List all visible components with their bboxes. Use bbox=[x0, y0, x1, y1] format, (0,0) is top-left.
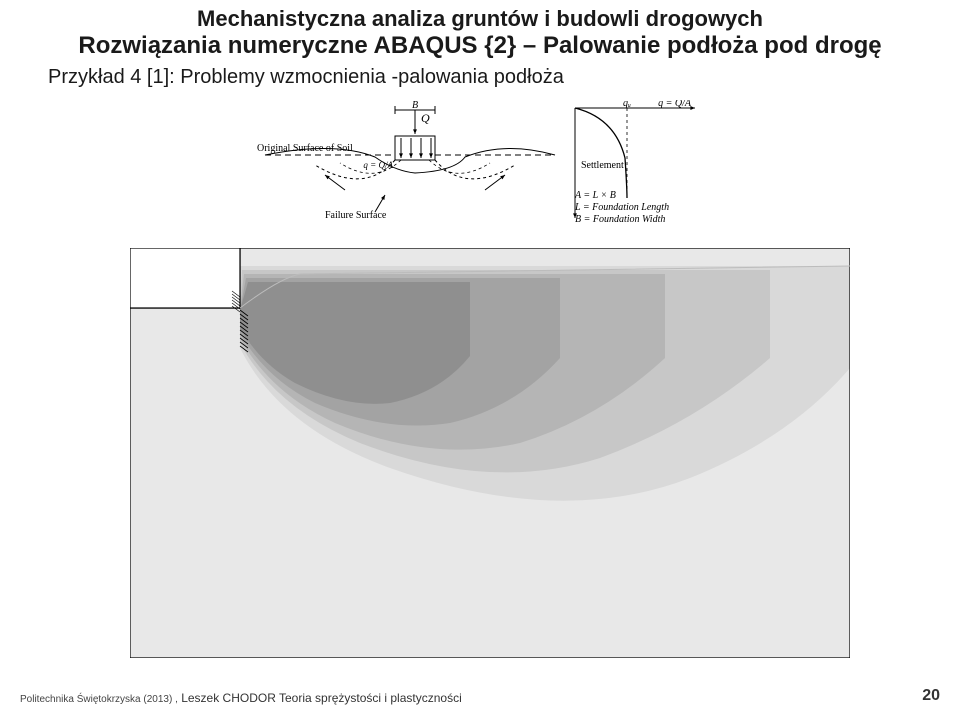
svg-text:A = L × B: A = L × B bbox=[574, 190, 616, 201]
footer-institution: Politechnika Świętokrzyska (2013) , bbox=[20, 694, 178, 705]
svg-text:Settlement: Settlement bbox=[581, 160, 624, 171]
svg-text:qᵤ: qᵤ bbox=[623, 100, 631, 109]
svg-text:Failure Surface: Failure Surface bbox=[325, 210, 387, 221]
schematic-diagram: Qq = Q/A B Original Surface of Soil Failure… bbox=[245, 100, 715, 235]
svg-text:L = Foundation Length: L = Foundation Length bbox=[574, 202, 669, 213]
svg-text:q = Q/A: q = Q/A bbox=[658, 100, 692, 109]
footer-author-course: Leszek CHODOR Teoria sprężystości i plas… bbox=[181, 691, 462, 705]
title-line-1: Mechanistyczna analiza gruntów i budowli… bbox=[0, 6, 960, 32]
svg-text:Q: Q bbox=[421, 111, 430, 125]
svg-text:B: B bbox=[412, 100, 418, 111]
fem-contour-plot bbox=[130, 248, 850, 658]
svg-text:Original Surface of Soil: Original Surface of Soil bbox=[257, 143, 353, 154]
title-line-2: Rozwiązania numeryczne ABAQUS {2} – Palo… bbox=[0, 32, 960, 60]
subtitle: Przykład 4 [1]: Problemy wzmocnienia -pa… bbox=[48, 66, 564, 89]
svg-text:B = Foundation Width: B = Foundation Width bbox=[575, 214, 665, 225]
page-number: 20 bbox=[922, 687, 940, 705]
footer: Politechnika Świętokrzyska (2013) , Lesz… bbox=[20, 691, 940, 705]
